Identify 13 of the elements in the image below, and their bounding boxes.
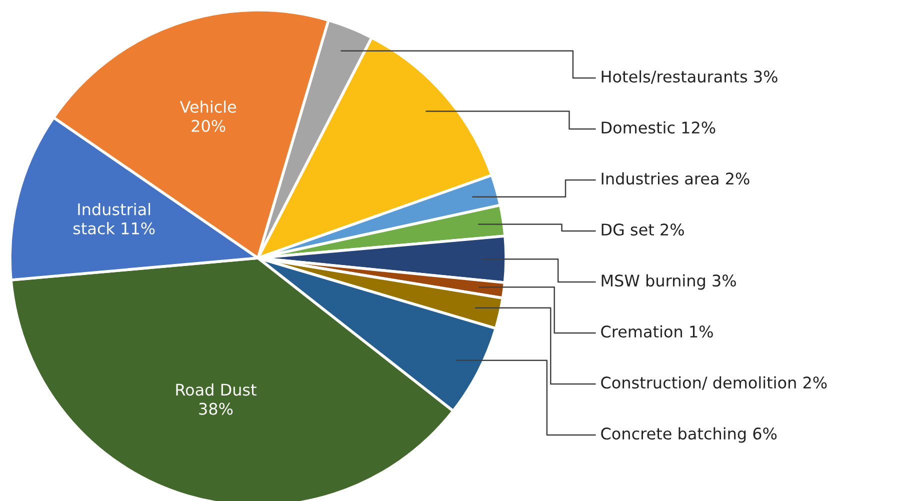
slice-label: Cremation 1% [601,325,713,338]
slice-label: Road Dust [176,383,256,396]
slice-label: Vehicle [180,100,236,113]
slice-label: Industries area 2% [602,172,750,185]
slice-label: Hotels/restaurants 3% [602,70,778,84]
slice-label: Domestic 12% [602,121,716,134]
slice-label: Construction/ demolition 2% [601,376,827,390]
data-label: 38% [199,402,233,415]
slice-label: Concrete batching 6% [601,427,777,443]
data-label: 20% [192,120,226,132]
slice-label: Industrial stack 11% [73,202,155,234]
slice-label: MSW burning 3% [602,274,736,290]
slice-label: DG set 2% [602,224,684,236]
